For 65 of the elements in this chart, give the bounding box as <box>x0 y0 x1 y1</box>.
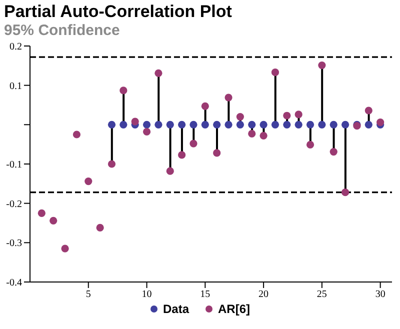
point <box>142 120 151 128</box>
point <box>213 120 221 128</box>
y-tick-label: -0.2 <box>6 198 22 210</box>
point <box>213 149 221 157</box>
point <box>318 61 326 70</box>
point <box>224 94 232 102</box>
point <box>260 120 268 128</box>
y-tick-label: 0.1 <box>10 80 22 92</box>
point <box>166 120 174 128</box>
point <box>96 224 104 232</box>
point <box>341 120 350 128</box>
point <box>190 140 198 148</box>
x-tick-label: 5 <box>86 289 91 300</box>
point <box>248 130 256 138</box>
point <box>166 167 174 175</box>
chart-subtitle: 95% Confidence <box>4 22 121 40</box>
point <box>224 120 232 128</box>
point <box>271 120 280 128</box>
point <box>190 120 198 128</box>
y-tick-label: 0.2 <box>10 42 22 53</box>
point <box>283 112 291 120</box>
point <box>318 120 326 128</box>
point <box>306 120 314 128</box>
point <box>154 69 162 77</box>
point <box>294 110 302 118</box>
x-tick-label: 15 <box>200 289 210 300</box>
point <box>271 68 280 76</box>
point <box>38 209 46 217</box>
point <box>84 178 92 186</box>
point <box>120 86 128 94</box>
y-tick-label: -0.4 <box>6 278 22 289</box>
point <box>236 113 244 121</box>
x-tick-label: 10 <box>142 289 152 300</box>
point <box>364 120 372 128</box>
x-tick-label: 25 <box>316 289 327 300</box>
x-tick-label: 20 <box>258 289 269 300</box>
point <box>283 120 291 128</box>
point <box>61 244 69 252</box>
point <box>50 216 58 224</box>
point <box>260 132 268 140</box>
point <box>330 148 338 156</box>
point <box>178 120 186 128</box>
point <box>108 120 116 128</box>
point <box>248 120 256 128</box>
point <box>178 151 186 159</box>
point <box>142 128 151 136</box>
point <box>294 120 302 128</box>
point <box>131 118 139 126</box>
x-tick-label: 30 <box>375 289 386 300</box>
y-tick-label: -0.3 <box>6 238 22 250</box>
legend-label: AR[6] <box>218 302 250 316</box>
legend-label: Data <box>162 302 189 316</box>
point <box>306 140 314 149</box>
point <box>201 102 209 110</box>
point <box>108 160 116 168</box>
point <box>364 106 372 114</box>
point <box>120 120 128 128</box>
point <box>236 120 244 128</box>
point <box>201 120 209 128</box>
y-tick-label: -0.1 <box>6 160 22 171</box>
point <box>330 120 338 128</box>
point <box>341 188 350 196</box>
point <box>154 120 162 128</box>
point <box>72 130 81 138</box>
chart-title: Partial Auto-Correlation Plot <box>4 2 233 22</box>
